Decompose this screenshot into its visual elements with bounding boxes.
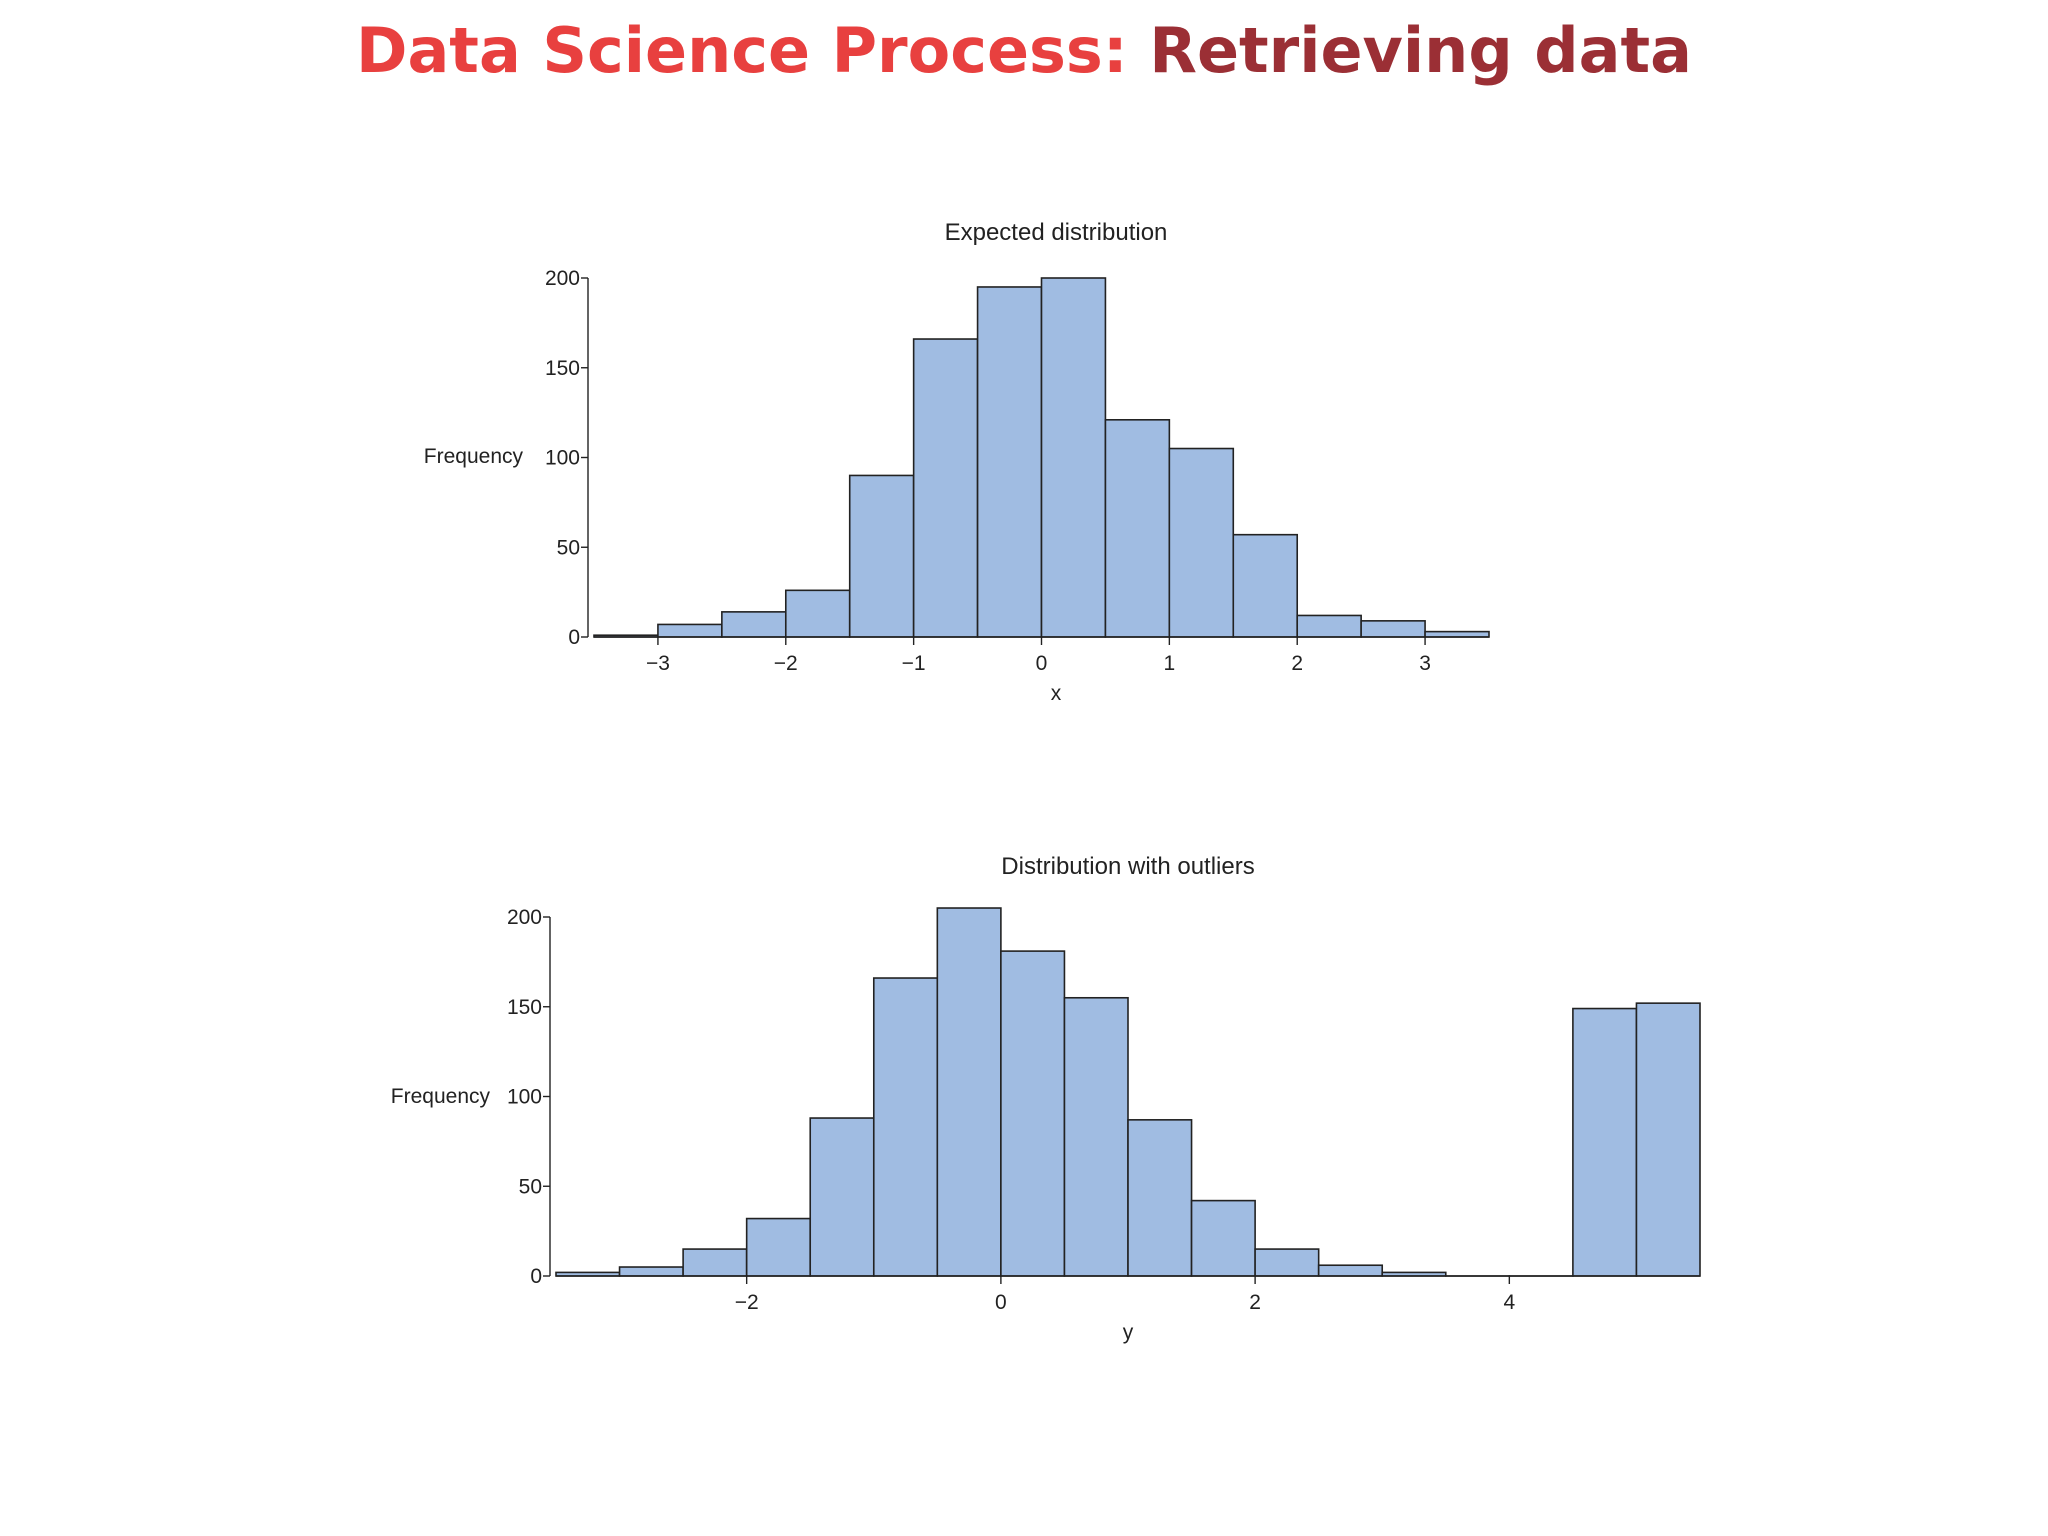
histogram-bar — [1232, 533, 1299, 638]
histogram-bar — [936, 907, 1002, 1277]
histogram-bar — [1254, 1248, 1320, 1277]
histogram-bar — [1127, 1119, 1193, 1277]
y-tick-label: 150 — [507, 996, 542, 1019]
histogram-bar — [848, 474, 915, 638]
y-tick-label: 0 — [568, 626, 580, 649]
x-tick-label: 2 — [1291, 652, 1303, 675]
y-tick-label: 150 — [545, 357, 580, 380]
x-axis-title: y — [1123, 1321, 1134, 1344]
x-tick-label: 0 — [1036, 652, 1048, 675]
histogram-bar — [976, 286, 1043, 638]
x-tick-label: 3 — [1419, 652, 1431, 675]
histogram-bar — [809, 1117, 875, 1277]
x-tick-label: −2 — [735, 1291, 759, 1314]
histogram-chart-1: Expected distribution 0 50 100 150 200 −3 −2 −1 0… — [424, 219, 1490, 705]
histogram-bar — [1424, 630, 1490, 638]
x-tick-label: 1 — [1164, 652, 1176, 675]
y-tick-label: 100 — [545, 447, 580, 470]
y-axis-title: Frequency — [391, 1085, 491, 1108]
y-tick-label: 50 — [519, 1175, 542, 1198]
histogram-bar — [1317, 1264, 1384, 1277]
histogram-bar — [745, 1217, 812, 1277]
y-tick-label: 100 — [507, 1086, 542, 1109]
x-tick-label: −1 — [902, 652, 926, 675]
histogram-bar — [1635, 1002, 1701, 1277]
y-axis-title: Frequency — [424, 445, 524, 468]
chart-title: Expected distribution — [945, 219, 1168, 246]
histogram-bar — [1000, 950, 1066, 1277]
histogram-bar — [1360, 620, 1426, 638]
x-tick-label: 2 — [1249, 1291, 1261, 1314]
histogram-bar — [721, 611, 787, 638]
histogram-bar — [1296, 614, 1362, 638]
histogram-bar — [1572, 1007, 1638, 1277]
histogram-bar — [912, 338, 979, 638]
slide-title-part-1: Data Science Process: — [356, 14, 1150, 87]
histogram-bar — [872, 977, 939, 1277]
x-tick-label: −2 — [774, 652, 798, 675]
y-tick-label: 0 — [530, 1265, 542, 1288]
x-tick-label: 0 — [995, 1291, 1007, 1314]
histogram-bar — [1168, 447, 1235, 638]
histogram-bar — [1040, 277, 1107, 638]
chart-title: Distribution with outliers — [1001, 853, 1254, 880]
slide-title-part-2: Retrieving data — [1149, 14, 1692, 87]
x-tick-label: 4 — [1503, 1291, 1515, 1314]
histogram-bar — [682, 1248, 748, 1277]
histogram-chart-2: Distribution with outliers 0 50 100 150 200 −2… — [391, 853, 1701, 1344]
x-tick-label: −3 — [646, 652, 670, 675]
y-tick-label: 200 — [507, 906, 542, 929]
y-tick-label: 200 — [545, 267, 580, 290]
histogram-bar — [784, 589, 851, 638]
histogram-bar — [1190, 1199, 1256, 1277]
histogram-bar — [1104, 419, 1171, 638]
histogram-bar — [618, 1266, 684, 1277]
slide-title: Data Science Process: Retrieving data — [0, 6, 2048, 96]
x-axis-title: x — [1051, 682, 1062, 705]
histogram-bar — [1063, 996, 1129, 1277]
y-tick-label: 50 — [557, 536, 580, 559]
histogram-bar — [657, 623, 723, 638]
